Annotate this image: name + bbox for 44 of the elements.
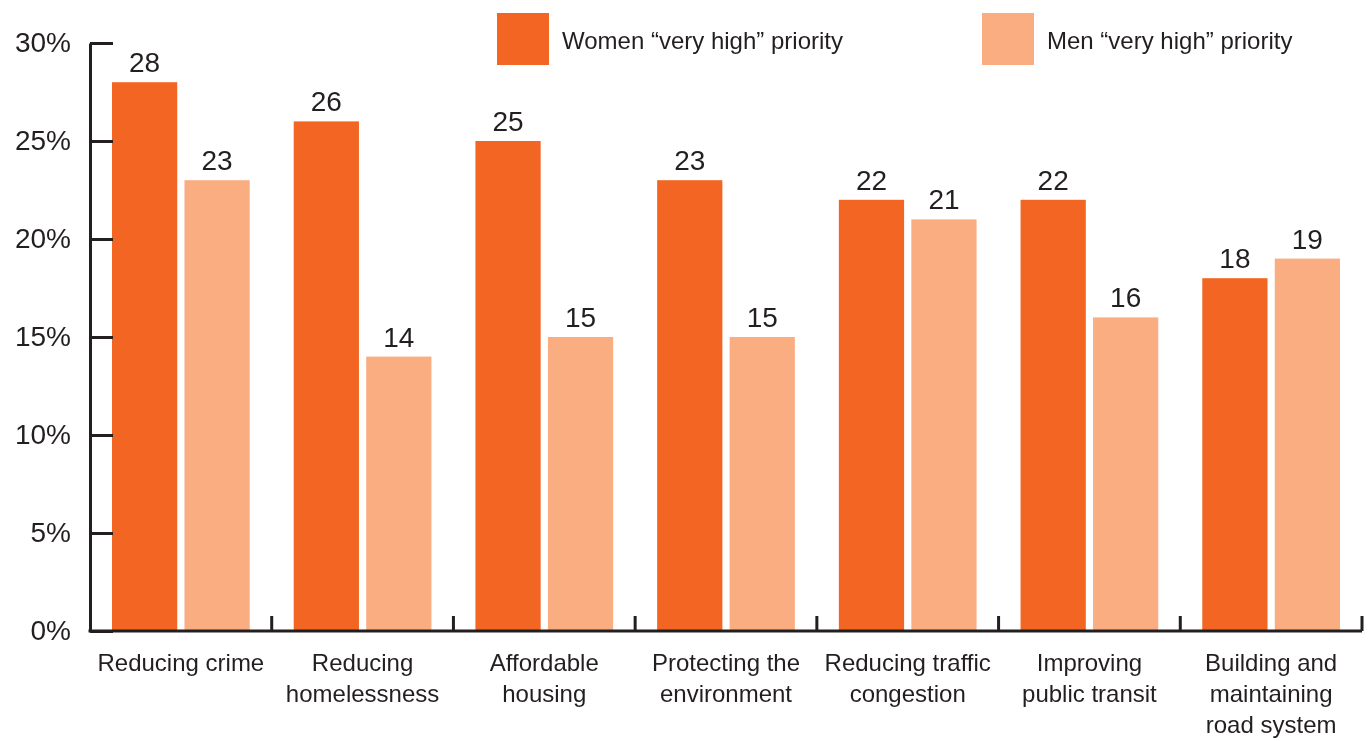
data-label: 23	[201, 145, 233, 177]
bar	[293, 121, 359, 631]
bar	[547, 337, 614, 631]
y-tick-label: 15%	[14, 321, 71, 353]
data-label: 22	[855, 164, 888, 196]
bar	[475, 141, 541, 631]
bar	[1093, 317, 1159, 631]
x-tick-label: Improving public transit	[1022, 649, 1158, 707]
y-tick-label: 10%	[14, 419, 71, 451]
legend-label: Men “very high” priority	[1047, 26, 1293, 54]
bar	[184, 180, 250, 631]
data-label: 15	[746, 302, 778, 333]
data-label: 19	[1291, 223, 1323, 255]
data-label: 18	[1219, 243, 1251, 275]
legend-label: Women “very high” priority	[562, 26, 843, 54]
data-label: 15	[564, 302, 597, 333]
y-tick-label: 30%	[14, 27, 71, 59]
bar	[1202, 278, 1268, 631]
x-tick-label: Reducing crime	[97, 649, 265, 676]
bar	[1020, 199, 1086, 631]
x-tick-label: Affordable housing	[489, 649, 599, 707]
data-label: 16	[1110, 282, 1142, 314]
bar	[366, 356, 432, 631]
bar	[729, 337, 795, 631]
y-tick-label: 5%	[30, 517, 71, 549]
bar	[911, 219, 977, 631]
x-tick-label: Reducing homelessness	[285, 649, 440, 707]
data-label: 28	[129, 47, 161, 79]
bar	[112, 82, 178, 631]
x-tick-label: Protecting the environment	[651, 649, 801, 707]
bar	[838, 199, 905, 631]
data-label: 22	[1037, 164, 1069, 196]
y-tick-label: 0%	[30, 615, 71, 647]
bar	[1274, 258, 1340, 631]
x-tick-label: Reducing traffic congestion	[824, 649, 991, 707]
data-label: 21	[928, 184, 960, 216]
x-tick-label: Building and maintaining road system	[1205, 649, 1338, 738]
data-label: 26	[310, 86, 342, 118]
y-tick-label: 25%	[14, 125, 71, 157]
data-label: 23	[674, 145, 706, 177]
y-tick-label: 20%	[14, 223, 71, 255]
data-label: 25	[492, 106, 524, 137]
bar	[657, 180, 723, 631]
data-label: 14	[383, 321, 415, 353]
